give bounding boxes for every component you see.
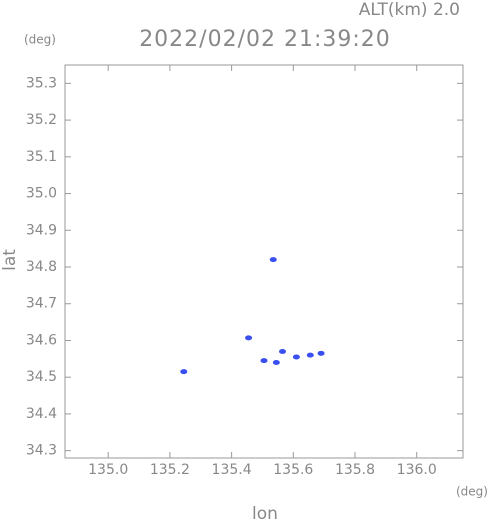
x-unit: (deg) bbox=[456, 485, 488, 499]
x-tick-label: 135.4 bbox=[212, 462, 252, 478]
y-tick-label: 34.4 bbox=[26, 406, 57, 422]
x-tick-label: 135.2 bbox=[150, 462, 190, 478]
y-tick-label: 34.6 bbox=[26, 332, 57, 348]
y-axis-label: lat bbox=[0, 249, 20, 271]
plot-frame bbox=[64, 64, 464, 459]
x-tick-label: 135.8 bbox=[335, 462, 375, 478]
x-tick-label: 135.6 bbox=[273, 462, 313, 478]
y-tick-label: 35.1 bbox=[26, 149, 57, 165]
y-tick-label: 34.3 bbox=[26, 443, 57, 459]
y-tick-label: 35.3 bbox=[26, 75, 57, 91]
x-tick-label: 135.0 bbox=[88, 462, 128, 478]
echo-blob bbox=[180, 369, 188, 375]
y-tick-label: 34.7 bbox=[26, 296, 57, 312]
y-tick-label: 34.5 bbox=[26, 369, 57, 385]
x-tick-label: 136.0 bbox=[397, 462, 437, 478]
echo-blob bbox=[279, 348, 287, 354]
echo-blob bbox=[272, 360, 280, 366]
echo-blob bbox=[292, 354, 300, 360]
subtitle: ALT(km) 2.0 bbox=[359, 0, 460, 20]
x-axis-label: lon bbox=[252, 504, 278, 521]
y-tick-label: 35.0 bbox=[26, 186, 57, 202]
echo-blob bbox=[260, 358, 268, 364]
y-unit: (deg) bbox=[24, 33, 56, 47]
echo-blob bbox=[306, 352, 314, 358]
y-tick-label: 34.9 bbox=[26, 222, 57, 238]
echo-blob bbox=[245, 335, 253, 341]
y-tick-label: 35.2 bbox=[26, 112, 57, 128]
y-tick-label: 34.8 bbox=[26, 259, 57, 275]
echo-blob bbox=[317, 350, 325, 356]
chart-title: 2022/02/02 21:39:20 bbox=[139, 27, 391, 52]
echo-blob bbox=[269, 257, 277, 263]
